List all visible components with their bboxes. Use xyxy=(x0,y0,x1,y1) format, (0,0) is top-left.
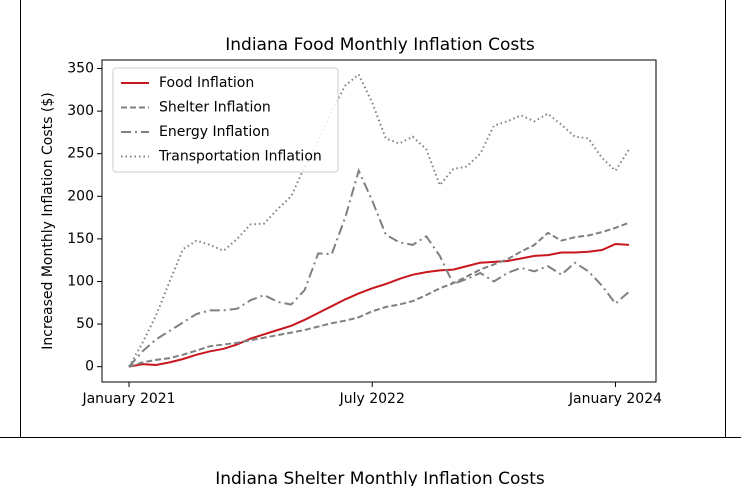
legend-label: Food Inflation xyxy=(159,75,254,91)
series-line xyxy=(128,167,630,368)
legend-label: Transportation Inflation xyxy=(158,149,322,165)
y-tick-label: 200 xyxy=(67,188,94,204)
y-axis-label: Increased Monthly Inflation Costs ($) xyxy=(40,92,56,349)
series-line xyxy=(128,221,630,368)
y-tick-label: 150 xyxy=(67,231,94,247)
y-tick-label: 100 xyxy=(67,273,94,289)
plot-frame xyxy=(101,59,657,383)
chart-title: Indiana Shelter Monthly Inflation Costs xyxy=(215,469,545,486)
y-tick-label: 300 xyxy=(67,103,94,119)
series-line xyxy=(128,72,630,368)
legend-label: Shelter Inflation xyxy=(159,100,271,116)
chart-title: Indiana Food Monthly Inflation Costs xyxy=(225,35,535,55)
x-tick-label: January 2024 xyxy=(568,391,662,407)
x-tick-label: January 2021 xyxy=(81,391,175,407)
legend: Food Inflation Shelter Inflation Energy In… xyxy=(112,67,339,173)
legend-label: Energy Inflation xyxy=(159,124,270,140)
y-tick-label: 50 xyxy=(76,316,94,332)
y-tick-label: 250 xyxy=(67,146,94,162)
series-line xyxy=(128,242,630,368)
y-tick-label: 350 xyxy=(67,61,94,77)
x-tick-label: July 2022 xyxy=(339,391,405,407)
y-tick-label: 0 xyxy=(85,359,94,375)
legend-box xyxy=(112,67,339,173)
